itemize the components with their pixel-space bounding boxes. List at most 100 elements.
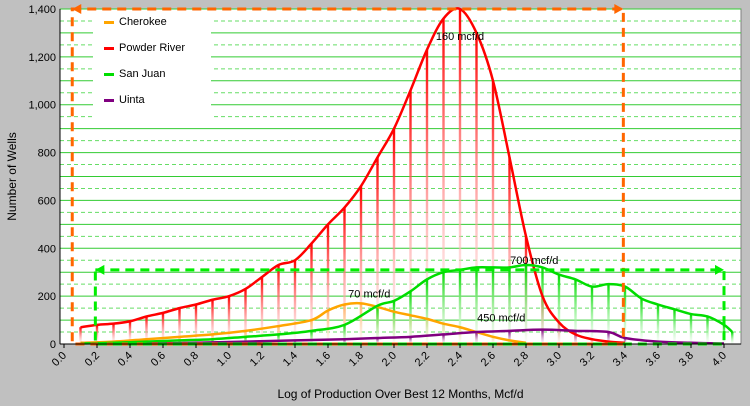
bar-san-juan (277, 334, 280, 344)
bar-powder-river (277, 265, 280, 344)
bar-san-juan (689, 314, 693, 344)
series-line-san-juan (80, 263, 734, 345)
arrowhead-left (72, 4, 82, 14)
bar-san-juan (731, 332, 734, 344)
bar-san-juan (557, 274, 561, 344)
y-tick-label: 1,000 (28, 100, 56, 112)
y-tick-label: 800 (38, 148, 56, 160)
x-tick-label: 3.0 (545, 350, 564, 369)
bar-powder-river (326, 224, 330, 344)
bar-powder-river (442, 18, 445, 344)
legend-entry: Powder River (119, 42, 185, 54)
legend-entry: San Juan (119, 68, 165, 80)
bar-powder-river (145, 316, 148, 344)
bar-powder-river (475, 32, 478, 345)
bar-san-juan (508, 267, 511, 344)
bar-powder-river (508, 157, 511, 344)
x-tick-label: 2.0 (380, 350, 399, 369)
y-tick-label: 1,200 (28, 52, 56, 64)
bar-uinta (376, 338, 379, 344)
x-tick-label: 0.4 (116, 350, 135, 369)
bar-uinta (508, 330, 511, 344)
bar-san-juan (574, 279, 577, 344)
series-line-cherokee (80, 301, 527, 345)
bar-uinta (293, 340, 297, 344)
y-tick-label: 0 (50, 339, 56, 351)
series-line-powder-river (80, 7, 626, 345)
annotation-label: 700 mcf/d (510, 255, 558, 267)
legend-swatch (104, 47, 114, 50)
bar-powder-river (194, 304, 198, 344)
bar-san-juan (656, 304, 660, 344)
bar-powder-river (409, 90, 412, 344)
bar-powder-river (128, 321, 132, 344)
y-tick-label: 400 (38, 243, 56, 255)
x-tick-label: 1.8 (347, 350, 366, 369)
bar-powder-river (359, 186, 363, 344)
bar-san-juan (541, 267, 544, 344)
bar-uinta (623, 338, 627, 344)
bar-powder-river (343, 207, 346, 344)
series-line-uinta (146, 328, 725, 345)
y-tick-label: 600 (38, 195, 56, 207)
bar-powder-river (392, 128, 396, 344)
x-tick-label: 4.0 (710, 350, 729, 369)
bar-powder-river (112, 323, 115, 344)
arrowhead-right (614, 4, 624, 14)
x-tick-label: 2.8 (512, 350, 531, 369)
bar-powder-river (79, 327, 82, 344)
bar-powder-river (178, 308, 181, 344)
bar-powder-river (458, 9, 462, 344)
y-tick-label: 1,400 (28, 4, 56, 16)
x-tick-label: 1.0 (215, 350, 234, 369)
bar-san-juan (376, 305, 379, 344)
x-tick-label: 1.4 (281, 350, 300, 369)
bar-san-juan (607, 284, 610, 344)
bar-powder-river (425, 49, 429, 345)
x-tick-label: 0.8 (182, 350, 201, 369)
x-tick-label: 0.2 (83, 350, 102, 369)
bar-powder-river (244, 288, 247, 344)
bar-uinta (475, 332, 478, 344)
bar-uinta (574, 330, 577, 344)
legend-swatch (104, 73, 114, 76)
bar-san-juan (640, 298, 643, 344)
x-tick-label: 1.6 (314, 350, 333, 369)
x-tick-label: 2.6 (479, 350, 498, 369)
legend-swatch (104, 21, 114, 24)
legend-entry: Cherokee (119, 16, 167, 28)
annotation-label: 160 mcf/d (436, 31, 484, 43)
bar-san-juan (475, 267, 478, 344)
highlight-box (93, 268, 726, 346)
y-axis-label: Number of Wells (5, 132, 19, 220)
arrowhead-right (715, 264, 724, 275)
legend-box (93, 11, 211, 123)
x-tick-label: 3.2 (578, 350, 597, 369)
bar-uinta (343, 339, 346, 344)
x-tick-label: 2.4 (446, 350, 465, 369)
bar-powder-river (95, 324, 99, 344)
bar-san-juan (343, 324, 346, 344)
legend-swatch (104, 99, 114, 102)
bar-san-juan (425, 279, 429, 344)
bar-uinta (409, 336, 412, 344)
x-axis-label: Log of Production Over Best 12 Months, M… (277, 387, 523, 401)
x-tick-label: 1.2 (248, 350, 267, 369)
bar-uinta (541, 329, 544, 344)
bar-san-juan (524, 265, 528, 344)
bar-san-juan (590, 286, 594, 344)
legend: Cherokee Powder River San Juan Uinta (93, 11, 211, 123)
arrowhead-left (95, 264, 105, 275)
bar-san-juan (442, 272, 445, 344)
legend-entry: Uinta (119, 94, 146, 106)
bar-powder-river (260, 277, 264, 344)
x-tick-label: 3.4 (611, 350, 630, 369)
x-tick-label: 2.2 (413, 350, 432, 369)
bar-san-juan (673, 309, 676, 344)
y-tick-label: 200 (38, 291, 56, 303)
bar-san-juan (706, 316, 709, 344)
bar-uinta (607, 332, 610, 344)
bar-powder-river (310, 243, 313, 344)
bar-powder-river (211, 299, 214, 344)
